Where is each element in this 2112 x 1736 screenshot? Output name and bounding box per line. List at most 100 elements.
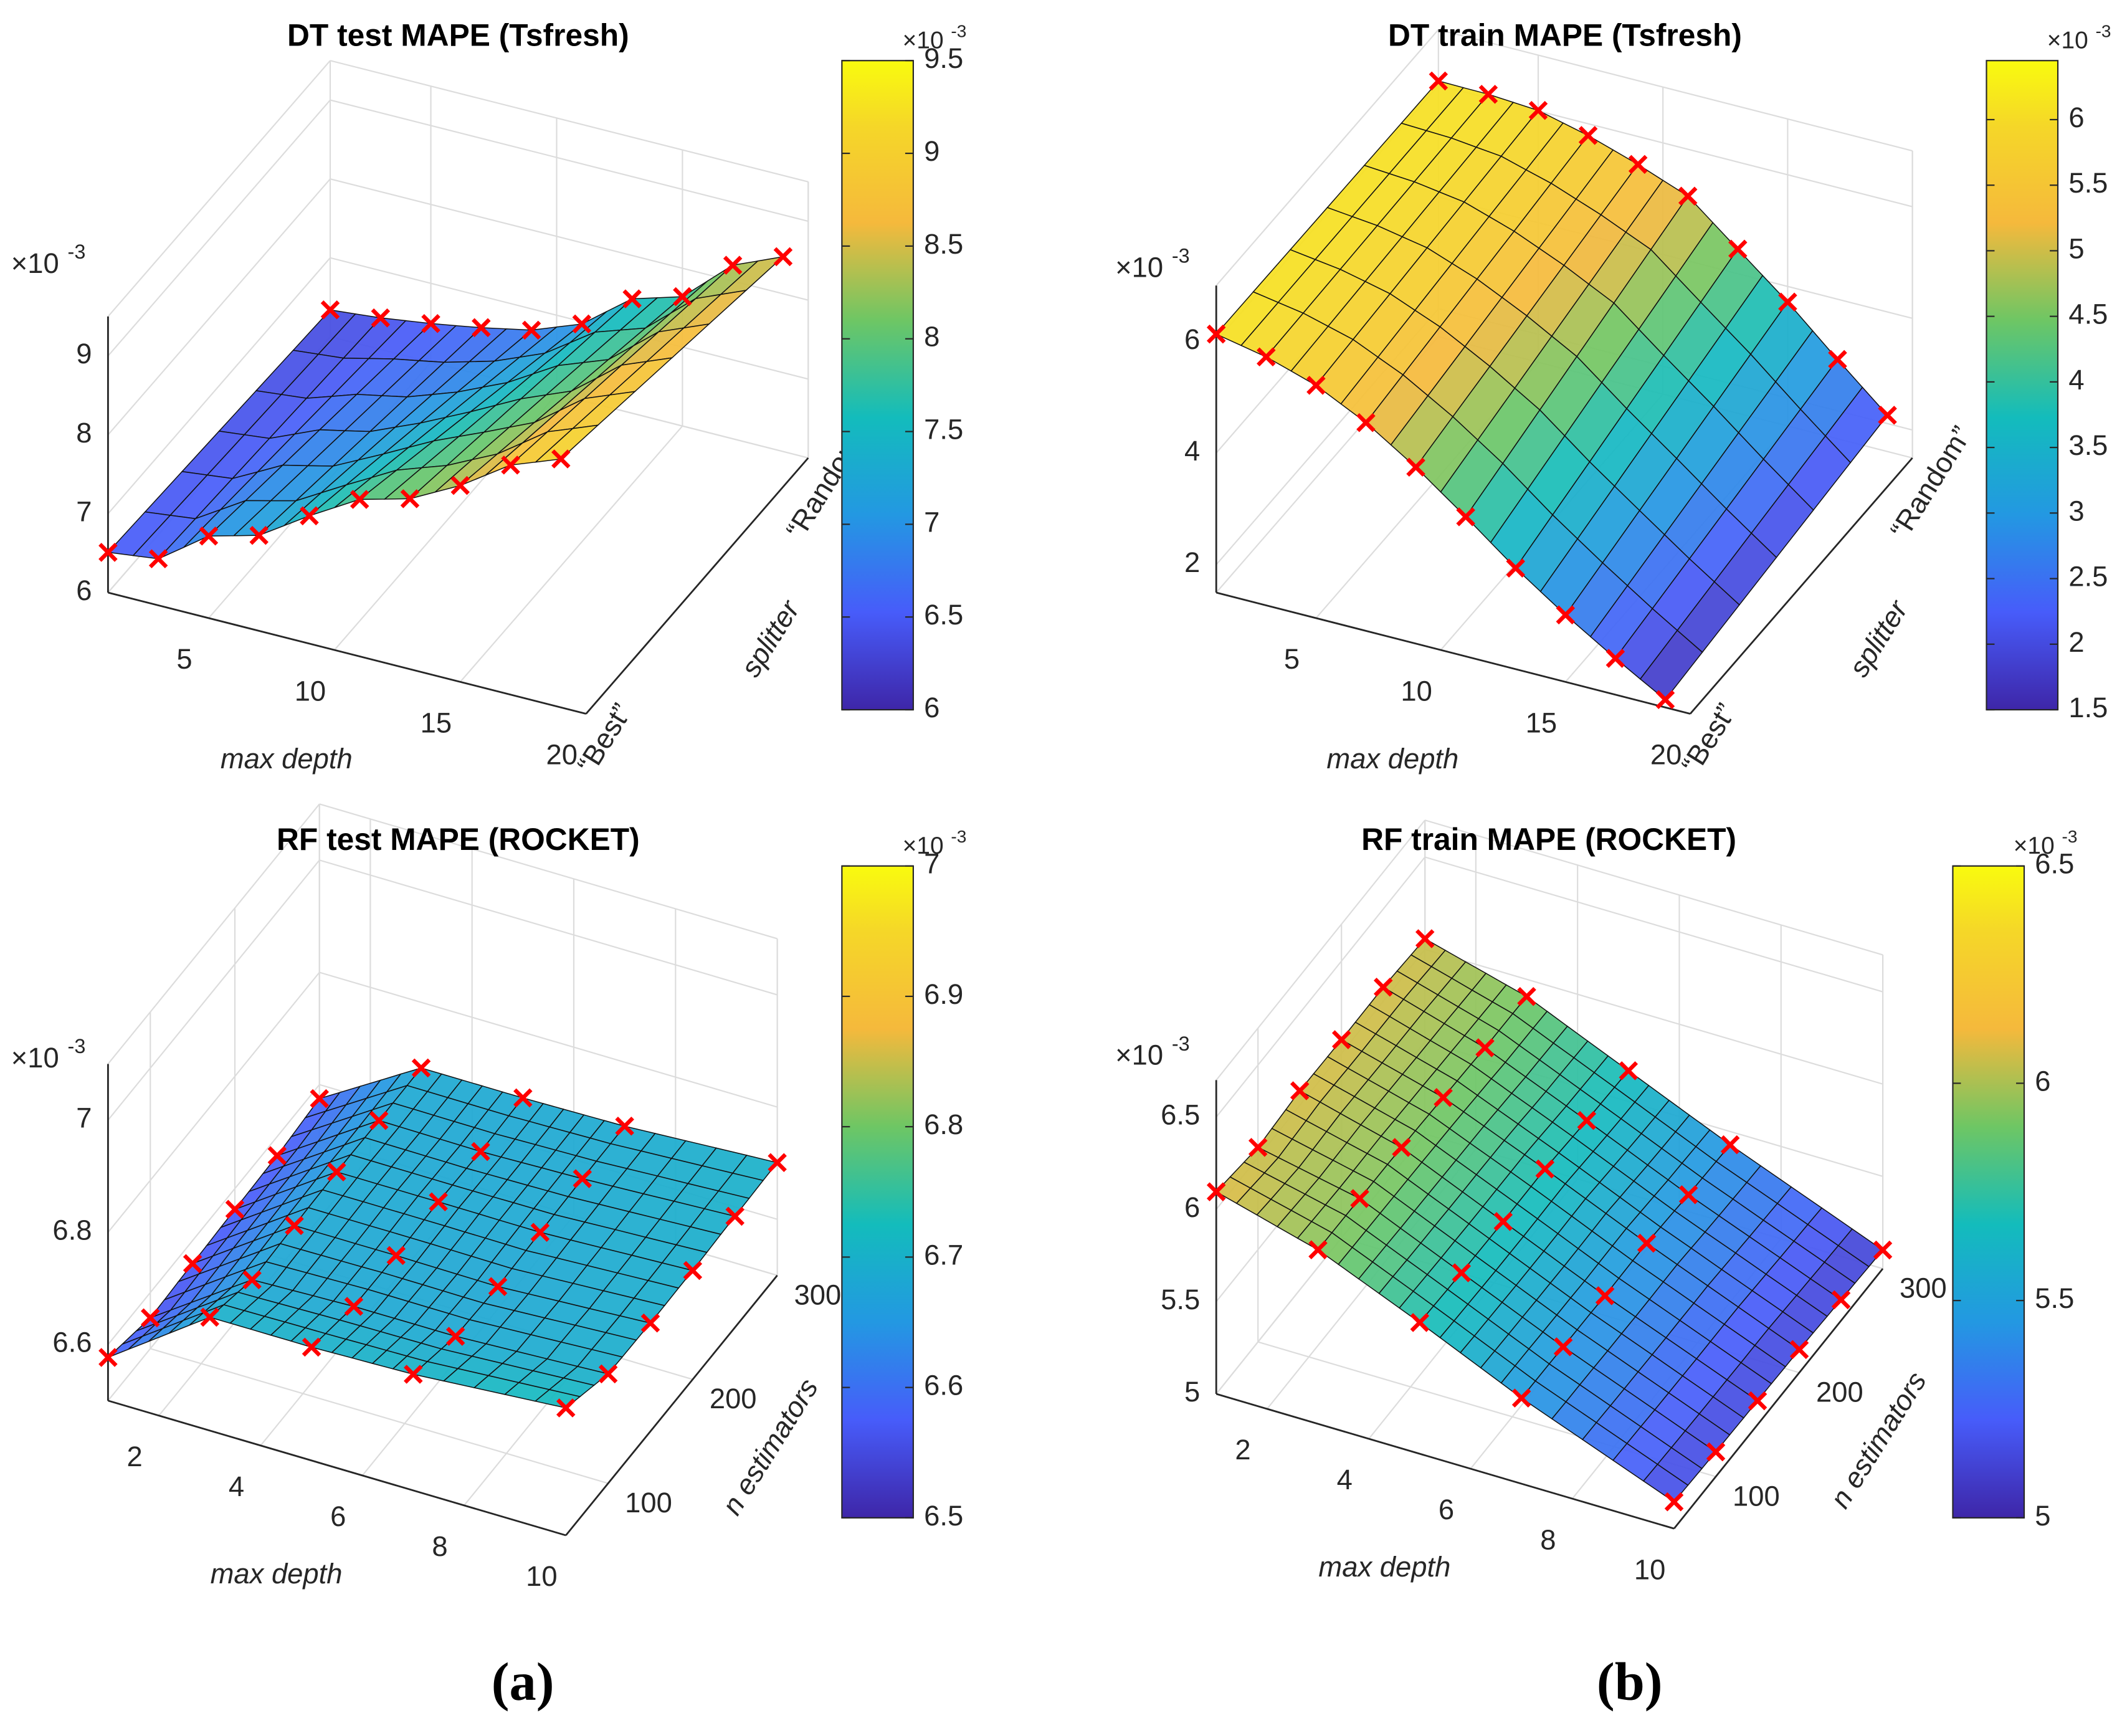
colorbar-tick-label: 9 bbox=[924, 135, 939, 167]
colorbar-tick-label: 6.8 bbox=[924, 1109, 963, 1140]
x-tick-label: 6 bbox=[330, 1500, 346, 1532]
x-axis-label: max depth bbox=[1318, 1551, 1450, 1583]
data-marker bbox=[98, 1348, 118, 1367]
colorbar-tick-label: 8.5 bbox=[924, 228, 963, 260]
data-marker bbox=[723, 255, 743, 275]
y-tick-label: 200 bbox=[710, 1383, 757, 1414]
data-marker bbox=[768, 1153, 787, 1173]
y-axis bbox=[1689, 457, 1913, 715]
data-marker bbox=[141, 1308, 160, 1328]
x-axis-label: max depth bbox=[221, 743, 353, 775]
colorbar-tick-label: 2.5 bbox=[2068, 561, 2108, 593]
x-tick-label: 5 bbox=[1284, 643, 1300, 675]
chart-title: RF test MAPE (ROCKET) bbox=[277, 822, 640, 857]
data-marker bbox=[1706, 1442, 1726, 1462]
data-marker bbox=[1406, 457, 1425, 477]
x-axis bbox=[108, 1400, 566, 1537]
data-marker bbox=[386, 1246, 406, 1266]
x-tick-label: 15 bbox=[1526, 707, 1557, 738]
data-marker bbox=[556, 1398, 576, 1418]
data-marker bbox=[148, 549, 168, 569]
data-marker bbox=[1831, 1290, 1851, 1310]
data-marker bbox=[371, 308, 391, 328]
data-marker bbox=[1678, 186, 1698, 206]
data-marker bbox=[1456, 507, 1475, 527]
chart-title: DT train MAPE (Tsfresh) bbox=[1388, 18, 1742, 53]
colorbar-tick-label: 7 bbox=[924, 848, 939, 880]
data-marker bbox=[285, 1216, 304, 1236]
colorbar-tick-label: 6 bbox=[924, 692, 939, 723]
data-marker bbox=[1556, 605, 1576, 625]
colorbar-tick-label: 6 bbox=[2035, 1065, 2050, 1097]
data-marker bbox=[471, 1142, 490, 1161]
y-tick-label: 100 bbox=[625, 1487, 672, 1519]
data-marker bbox=[1605, 649, 1625, 668]
data-marker bbox=[598, 1364, 618, 1384]
data-marker bbox=[683, 1261, 703, 1281]
data-marker bbox=[1553, 1337, 1573, 1357]
data-marker bbox=[1528, 100, 1548, 120]
data-marker bbox=[1535, 1159, 1555, 1179]
colorbar-tick-label: 6.9 bbox=[924, 978, 963, 1010]
x-tick-label: 20 bbox=[546, 739, 578, 771]
z-tick-label: 5.5 bbox=[1161, 1284, 1200, 1315]
box-edge bbox=[107, 803, 320, 1065]
colorbar-tick-label: 6.5 bbox=[2035, 848, 2074, 880]
data-marker bbox=[1517, 986, 1536, 1006]
data-marker bbox=[249, 525, 269, 545]
x-tick-label: 2 bbox=[127, 1441, 143, 1472]
colorbar-tick-label: 6.6 bbox=[924, 1370, 963, 1401]
data-marker bbox=[773, 247, 793, 267]
colorbar-tick-label: 9.5 bbox=[924, 42, 963, 74]
data-marker bbox=[1578, 126, 1598, 145]
colorbar-tick-label: 1.5 bbox=[2068, 692, 2108, 723]
data-marker bbox=[1248, 1138, 1268, 1157]
x-tick-label: 10 bbox=[526, 1560, 557, 1592]
data-marker bbox=[1778, 292, 1797, 312]
z-tick-label: 4 bbox=[1184, 435, 1200, 467]
chart-title: DT test MAPE (Tsfresh) bbox=[287, 18, 629, 53]
data-marker bbox=[1511, 1388, 1531, 1408]
colorbar bbox=[1986, 60, 2059, 711]
box-edge bbox=[1215, 819, 1426, 1081]
data-marker bbox=[1475, 1038, 1495, 1057]
data-marker bbox=[183, 1254, 202, 1274]
colorbar-tick-label: 5.5 bbox=[2035, 1282, 2074, 1314]
grid-line bbox=[107, 971, 320, 1233]
z-tick-label: 6.6 bbox=[52, 1327, 92, 1358]
x-axis bbox=[1215, 591, 1691, 715]
z-tick-label: 9 bbox=[76, 338, 92, 370]
x-tick-label: 10 bbox=[295, 675, 326, 707]
data-marker bbox=[521, 320, 541, 340]
data-marker bbox=[267, 1146, 287, 1165]
colorbar-tick-label: 6.5 bbox=[924, 1500, 963, 1532]
colorbar bbox=[1952, 865, 2025, 1519]
z-tick-label: 6.8 bbox=[52, 1214, 92, 1246]
data-marker bbox=[1828, 350, 1847, 370]
colorbar-tick-label: 5 bbox=[2068, 232, 2084, 264]
box-edge bbox=[319, 803, 778, 940]
data-marker bbox=[1331, 1030, 1351, 1049]
data-marker bbox=[1595, 1286, 1615, 1305]
x-tick-label: 20 bbox=[1650, 739, 1682, 771]
colorbar-tick-label: 5 bbox=[2035, 1500, 2050, 1532]
chart-title: RF train MAPE (ROCKET) bbox=[1361, 822, 1736, 857]
box-edge bbox=[330, 60, 809, 183]
colorbar-tick-label: 4.5 bbox=[2068, 298, 2108, 330]
data-marker bbox=[673, 287, 692, 307]
x-tick-label: 2 bbox=[1235, 1434, 1250, 1466]
data-marker bbox=[1306, 376, 1326, 395]
data-marker bbox=[1206, 1182, 1226, 1201]
colorbar bbox=[841, 60, 914, 711]
data-marker bbox=[98, 543, 118, 562]
data-marker bbox=[445, 1327, 465, 1346]
data-marker bbox=[1434, 1088, 1453, 1107]
data-marker bbox=[1478, 85, 1498, 104]
box-edge bbox=[1424, 819, 1883, 956]
colorbar-tick-label: 7.5 bbox=[924, 414, 963, 446]
data-marker bbox=[615, 1117, 634, 1136]
data-marker bbox=[622, 289, 642, 308]
z-tick-label: 7 bbox=[76, 1102, 92, 1134]
x-axis bbox=[108, 591, 587, 715]
